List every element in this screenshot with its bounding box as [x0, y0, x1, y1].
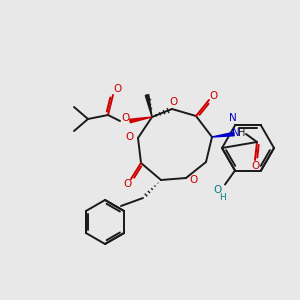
Text: N: N: [229, 113, 237, 124]
Text: O: O: [169, 97, 177, 107]
Text: O: O: [252, 161, 260, 171]
Text: O: O: [126, 132, 134, 142]
Text: O: O: [190, 175, 198, 185]
Text: O: O: [210, 91, 218, 101]
Polygon shape: [130, 117, 152, 123]
Text: O: O: [113, 84, 121, 94]
Polygon shape: [145, 94, 152, 117]
Polygon shape: [212, 132, 234, 137]
Text: O: O: [123, 179, 131, 189]
Text: O: O: [213, 184, 221, 194]
Text: H: H: [238, 128, 246, 138]
Text: H: H: [219, 193, 225, 202]
Text: O: O: [121, 113, 129, 123]
Text: N: N: [232, 128, 240, 138]
